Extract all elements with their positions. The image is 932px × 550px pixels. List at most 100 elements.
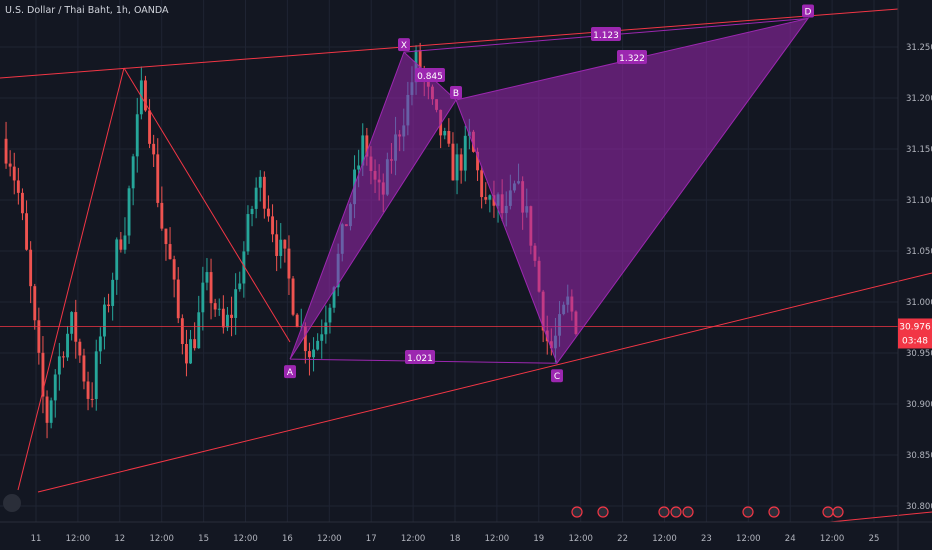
y-tick-label: 30.800 <box>906 502 932 512</box>
candle-body <box>189 339 192 364</box>
candle-body <box>324 322 328 335</box>
candle-body <box>82 355 86 382</box>
last-price-value: 30.976 <box>899 322 931 332</box>
candle-body <box>476 151 479 171</box>
candle-body <box>242 251 246 284</box>
candle-body <box>250 208 254 215</box>
candle-body <box>197 312 201 349</box>
candle-body <box>78 341 82 356</box>
candle-body <box>275 234 279 256</box>
candle-body <box>160 202 164 229</box>
x-tick-label: 24 <box>785 534 796 544</box>
pattern-ratio-label: 0.845 <box>417 72 443 82</box>
pattern-ratio-label: 1.021 <box>407 354 433 364</box>
trend-line <box>17 67 125 491</box>
x-tick-label: 12:00 <box>485 534 510 544</box>
trend-line <box>829 511 932 523</box>
pattern-point-box <box>398 38 410 52</box>
candle-body <box>94 351 98 400</box>
trend-line <box>0 8 899 79</box>
x-tick-label: 12:00 <box>317 534 342 544</box>
candle-body <box>168 244 172 260</box>
candle-body <box>180 318 184 344</box>
pattern-point-box <box>802 4 814 18</box>
candle-body <box>111 279 115 306</box>
x-tick-label: 12:00 <box>568 534 593 544</box>
chart-title: U.S. Dollar / Thai Baht, 1h, OANDA <box>5 5 169 16</box>
candle-body <box>238 283 242 290</box>
candle-body <box>291 278 295 315</box>
pattern-point-box <box>450 86 462 100</box>
pattern-point-label: B <box>453 89 459 99</box>
candle-body <box>201 282 205 313</box>
candle-body <box>70 312 74 334</box>
candle-body <box>8 163 12 167</box>
trend-line <box>123 67 291 343</box>
x-tick-label: 16 <box>282 534 293 544</box>
candle-body <box>62 356 65 358</box>
y-tick-label: 31.100 <box>906 196 932 206</box>
candle-body <box>172 259 176 280</box>
candle-body <box>123 235 127 250</box>
candle-body <box>258 176 262 188</box>
candle-body <box>209 272 213 304</box>
event-marker <box>768 506 780 518</box>
candle-body <box>16 180 20 193</box>
candle-body <box>221 308 225 328</box>
candle-body <box>66 333 69 358</box>
y-tick-label: 31.050 <box>906 247 932 257</box>
pattern-point-label: C <box>554 372 560 382</box>
candle-body <box>361 135 365 166</box>
candle-body <box>176 279 180 319</box>
candle-body <box>418 50 422 71</box>
candle-body <box>308 351 311 358</box>
candle-body <box>33 286 37 321</box>
event-marker <box>742 506 754 518</box>
pattern-ratio-label: 1.322 <box>619 54 645 64</box>
candle-body <box>267 208 270 217</box>
x-tick-label: 15 <box>198 534 209 544</box>
candle-body <box>103 304 106 337</box>
x-tick-label: 23 <box>701 534 712 544</box>
candle-body <box>185 343 188 364</box>
candle-body <box>21 192 24 214</box>
pattern-point-label: X <box>401 41 407 51</box>
candle-body <box>12 166 16 181</box>
candle-body <box>303 326 307 352</box>
candle-body <box>4 138 8 164</box>
event-marker <box>822 506 834 518</box>
candle-body <box>316 340 320 350</box>
pattern-ratio-label: 1.123 <box>593 31 619 41</box>
candle-body <box>144 80 147 111</box>
candle-body <box>41 352 45 397</box>
candle-body <box>213 303 217 310</box>
candle-body <box>90 398 94 400</box>
candle-body <box>254 187 258 209</box>
x-tick-label: 12:00 <box>401 534 426 544</box>
candle-body <box>262 176 266 209</box>
candle-body <box>365 135 369 157</box>
candle-body <box>49 400 53 423</box>
candle-body <box>312 349 315 358</box>
candle-body <box>287 248 291 279</box>
candle-body <box>37 320 41 353</box>
candle-body <box>115 239 119 280</box>
candle-body <box>107 304 110 306</box>
candle-body <box>127 188 131 236</box>
pattern-point-box <box>551 369 563 383</box>
candle-body <box>357 165 361 170</box>
x-tick-label: 12:00 <box>66 534 91 544</box>
last-price-tag <box>898 318 932 349</box>
candle-body <box>45 396 49 423</box>
x-tick-label: 17 <box>366 534 377 544</box>
last-price-countdown: 03:48 <box>902 336 928 346</box>
candle-body <box>320 334 324 341</box>
pattern-point-label: D <box>805 7 812 17</box>
x-tick-label: 11 <box>31 534 42 544</box>
event-marker <box>658 506 670 518</box>
candle-body <box>332 287 336 308</box>
pattern-ratio-box <box>617 50 647 64</box>
candle-body <box>217 308 221 310</box>
x-tick-label: 22 <box>617 534 628 544</box>
